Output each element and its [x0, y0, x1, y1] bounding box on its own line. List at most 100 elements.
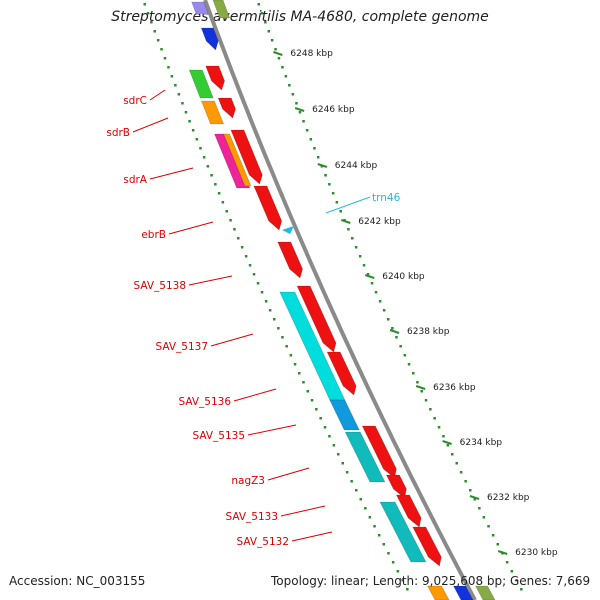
right-dot-track [424, 399, 428, 402]
left-dot-track [332, 444, 336, 447]
scale-tick-label: 6240 kbp [382, 272, 425, 282]
right-dot-track [284, 75, 288, 78]
left-dot-track [237, 237, 240, 240]
right-dot-track [403, 354, 407, 357]
gene-label: SAV_5132 [236, 536, 289, 548]
tick-dot-tracks [143, 3, 523, 591]
left-dot-track [202, 156, 206, 159]
left-dot-track [181, 102, 184, 105]
gene-features [188, 0, 496, 600]
right-dot-track [331, 192, 335, 195]
right-dot-track [420, 390, 423, 393]
left-dot-track [401, 579, 404, 582]
gene-SAV-5135-block [344, 431, 386, 483]
gene-leader-line [132, 117, 169, 133]
left-dot-track [229, 219, 232, 222]
gene-sdrC-block [188, 69, 214, 99]
left-dot-track [377, 534, 381, 537]
scale-tick-mark [340, 219, 351, 224]
scale-tick-mark [415, 385, 426, 390]
gene-leader-line [291, 531, 333, 542]
gene-top-blue [200, 27, 219, 51]
right-dot-track [305, 129, 309, 132]
gene-leader-line [233, 388, 277, 402]
scale-tick-label: 6238 kbp [407, 327, 450, 337]
gene-label: sdrA [123, 174, 147, 186]
gene-leader-line [210, 333, 254, 347]
left-dot-track [328, 435, 331, 438]
right-dot-track [469, 489, 472, 492]
right-dot-track [473, 498, 476, 501]
gene-leader-line [168, 221, 214, 235]
right-dot-track [520, 588, 523, 591]
gene-SAV-5133-block [379, 501, 427, 563]
left-dot-track [341, 462, 344, 465]
right-dot-track [378, 300, 382, 303]
left-dot-track [214, 183, 217, 186]
right-dot-track [433, 417, 436, 420]
left-dot-track [153, 30, 156, 33]
gene-leader-line [280, 505, 326, 517]
genome-stats-text: Topology: linear; Length: 9,025,608 bp; … [271, 574, 591, 588]
scale-tick-label: 6230 kbp [515, 548, 558, 558]
right-dot-track [416, 381, 419, 384]
left-dot-track [143, 3, 146, 6]
right-dot-track [510, 570, 514, 573]
right-dot-track [339, 210, 342, 213]
scale-tick-label: 6242 kbp [358, 217, 401, 227]
gene-leader-line [247, 424, 297, 436]
gene-leader-line [149, 167, 194, 180]
left-dot-track [163, 57, 167, 60]
right-dot-track [274, 48, 277, 51]
right-dot-track [324, 174, 327, 177]
left-dot-track [273, 318, 276, 321]
left-dot-track [177, 93, 181, 96]
right-dot-track [295, 102, 298, 105]
right-dot-track [313, 147, 316, 150]
right-dot-track [451, 453, 454, 456]
gene-sdrA-forward [230, 129, 263, 185]
scale-tick-label: 6248 kbp [290, 49, 333, 59]
gene-sdrA-orange-block [223, 133, 252, 187]
right-dot-track [370, 282, 374, 285]
right-dot-track [366, 273, 370, 276]
left-dot-track [391, 561, 395, 564]
gene-label: SAV_5135 [192, 430, 245, 442]
right-dot-track [395, 336, 398, 339]
gene-sdrB-block [200, 100, 224, 125]
gene-leader-line [188, 275, 233, 286]
accession-text: Accession: NC_003155 [9, 574, 146, 588]
left-dot-track [285, 345, 288, 348]
left-dot-track [306, 390, 309, 393]
left-dot-track [364, 507, 367, 510]
gene-SAV-5136-block [329, 399, 360, 431]
right-dot-track [347, 228, 350, 231]
left-dot-track [281, 336, 284, 339]
gene-sdrB-forward [217, 97, 236, 119]
left-dot-track [382, 543, 385, 546]
right-dot-track [291, 93, 295, 96]
left-dot-track [156, 39, 160, 42]
left-dot-track [277, 327, 280, 330]
right-dot-track [382, 309, 386, 312]
left-dot-track [302, 381, 305, 384]
right-dot-track [335, 201, 339, 204]
right-dot-track [505, 561, 509, 564]
right-dot-track [267, 30, 270, 33]
right-dot-track [442, 435, 445, 438]
right-dot-track [358, 255, 362, 258]
left-dot-track [195, 138, 199, 141]
left-dot-track [289, 354, 293, 357]
scale-tick-mark [294, 107, 305, 112]
right-dot-track [270, 39, 274, 42]
gene-label: SAV_5133 [225, 511, 278, 523]
gene-label: SAV_5136 [178, 396, 231, 408]
left-dot-track [406, 588, 409, 591]
right-dot-track [487, 525, 490, 528]
left-dot-track [225, 210, 228, 213]
scale-tick-mark [442, 440, 452, 445]
gene-label: SAV_5137 [155, 341, 208, 353]
backbone-line [203, 0, 477, 600]
right-dot-track [351, 237, 354, 240]
